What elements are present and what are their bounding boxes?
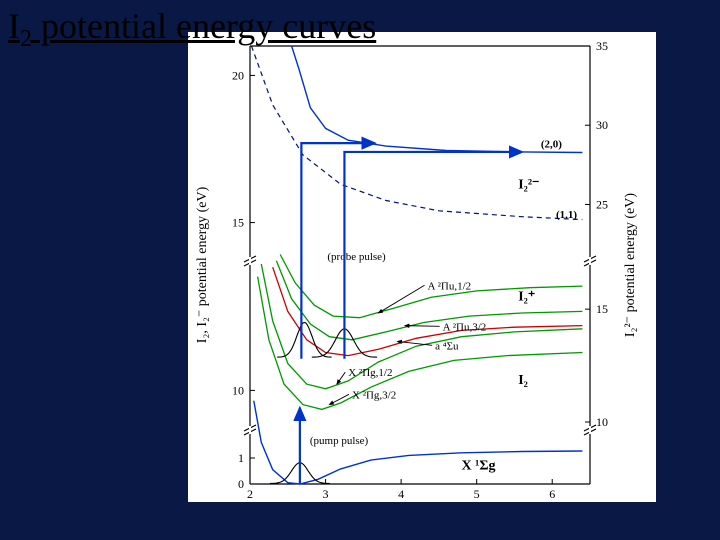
svg-text:I₂: I₂	[518, 373, 528, 388]
svg-text:A ²Πu,3/2: A ²Πu,3/2	[443, 321, 487, 333]
svg-text:X ¹Σg: X ¹Σg	[462, 459, 496, 474]
svg-text:2: 2	[247, 487, 253, 501]
pec-chart-svg: 23456R (Å)011015201015253035I₂, I₂⁻ pote…	[188, 32, 656, 502]
svg-text:5: 5	[474, 487, 480, 501]
svg-text:A ²Πu,1/2: A ²Πu,1/2	[428, 280, 472, 292]
svg-text:X ²Πg,3/2: X ²Πg,3/2	[352, 389, 396, 401]
pec-chart: 23456R (Å)011015201015253035I₂, I₂⁻ pote…	[188, 32, 656, 502]
svg-text:35: 35	[596, 39, 608, 53]
svg-text:15: 15	[596, 302, 608, 316]
svg-text:6: 6	[549, 487, 555, 501]
svg-text:0: 0	[238, 477, 244, 491]
title-text: I2 potential energy curves	[8, 6, 376, 46]
svg-text:I₂, I₂⁻ potential energy (eV): I₂, I₂⁻ potential energy (eV)	[195, 186, 210, 343]
svg-text:I₂⁺: I₂⁺	[518, 289, 535, 304]
svg-text:15: 15	[232, 216, 244, 230]
svg-text:10: 10	[232, 383, 244, 397]
svg-text:10: 10	[596, 415, 608, 429]
svg-text:I₂²⁻ potential energy (eV): I₂²⁻ potential energy (eV)	[623, 193, 638, 337]
svg-text:(probe pulse): (probe pulse)	[327, 251, 386, 263]
svg-text:(pump pulse): (pump pulse)	[310, 435, 369, 447]
svg-text:4: 4	[398, 487, 404, 501]
svg-text:30: 30	[596, 118, 608, 132]
page-title: I2 potential energy curves	[8, 6, 376, 53]
svg-text:25: 25	[596, 197, 608, 211]
svg-text:a ⁴Σu: a ⁴Σu	[435, 340, 459, 352]
svg-text:3: 3	[323, 487, 329, 501]
svg-text:(2,0): (2,0)	[541, 139, 562, 151]
svg-text:X ²Πg,1/2: X ²Πg,1/2	[348, 367, 392, 379]
svg-text:1: 1	[238, 451, 244, 465]
svg-text:I₂²⁻: I₂²⁻	[518, 178, 539, 193]
svg-text:(1,1): (1,1)	[556, 209, 577, 221]
svg-text:20: 20	[232, 68, 244, 82]
